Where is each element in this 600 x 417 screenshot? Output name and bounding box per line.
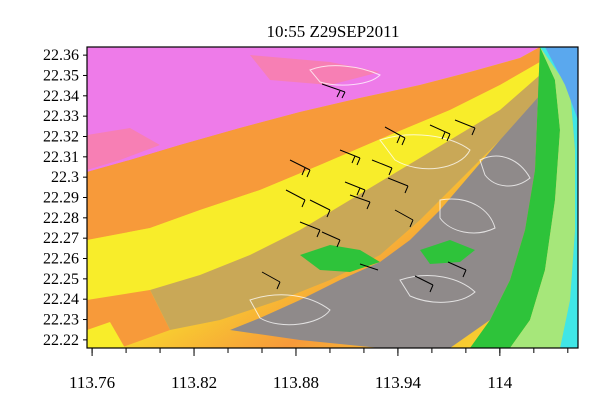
pink-streak-upper (250, 55, 380, 85)
khaki-band (150, 75, 540, 330)
latitude-tick-label: 22.29 (43, 190, 79, 207)
latitude-tick-label: 22.28 (43, 210, 79, 227)
wind-barbs (261, 83, 476, 293)
latitude-tick-label: 22.3 (51, 169, 79, 186)
pink-region (87, 128, 160, 170)
latitude-tick-label: 22.33 (43, 108, 79, 125)
orange-band (87, 47, 540, 240)
longitude-tick-label: 113.82 (171, 373, 217, 392)
longitude-tick-label: 113.94 (375, 373, 422, 392)
longitude-axis: 113.76 113.82 113.88 113.94 114 (69, 348, 569, 392)
latitude-tick-label: 22.25 (43, 271, 79, 288)
latitude-tick-label: 22.31 (43, 149, 79, 166)
longitude-tick-label: 114 (487, 373, 512, 392)
latitude-axis: 22.36 22.35 22.34 22.33 22.32 22.31 22.3 22.29 2… (43, 47, 87, 349)
magenta-region (87, 47, 540, 172)
yellow-lower-left (87, 322, 125, 348)
green-patch-right (420, 240, 475, 264)
latitude-tick-label: 22.34 (43, 88, 79, 105)
figure-title: 10:55 Z29SEP2011 (266, 22, 399, 41)
blue-region (545, 47, 578, 120)
latitude-tick-label: 22.22 (43, 332, 79, 349)
latitude-tick-label: 22.26 (43, 251, 79, 268)
yellow-band (87, 62, 540, 300)
latitude-tick-label: 22.24 (43, 291, 79, 308)
latitude-tick-label: 22.23 (43, 312, 79, 329)
topography-contours (249, 65, 531, 326)
latitude-tick-label: 22.35 (43, 67, 79, 84)
grey-region (230, 47, 540, 348)
latitude-tick-label: 22.36 (43, 47, 79, 64)
green-region (470, 47, 560, 348)
green-patch-middle (300, 245, 380, 272)
longitude-tick-label: 113.76 (69, 373, 115, 392)
light-green-region (510, 47, 575, 348)
latitude-tick-label: 22.32 (43, 128, 79, 145)
map-plot-area (87, 47, 578, 348)
latitude-tick-label: 22.27 (43, 230, 79, 247)
longitude-tick-label: 113.88 (273, 373, 319, 392)
